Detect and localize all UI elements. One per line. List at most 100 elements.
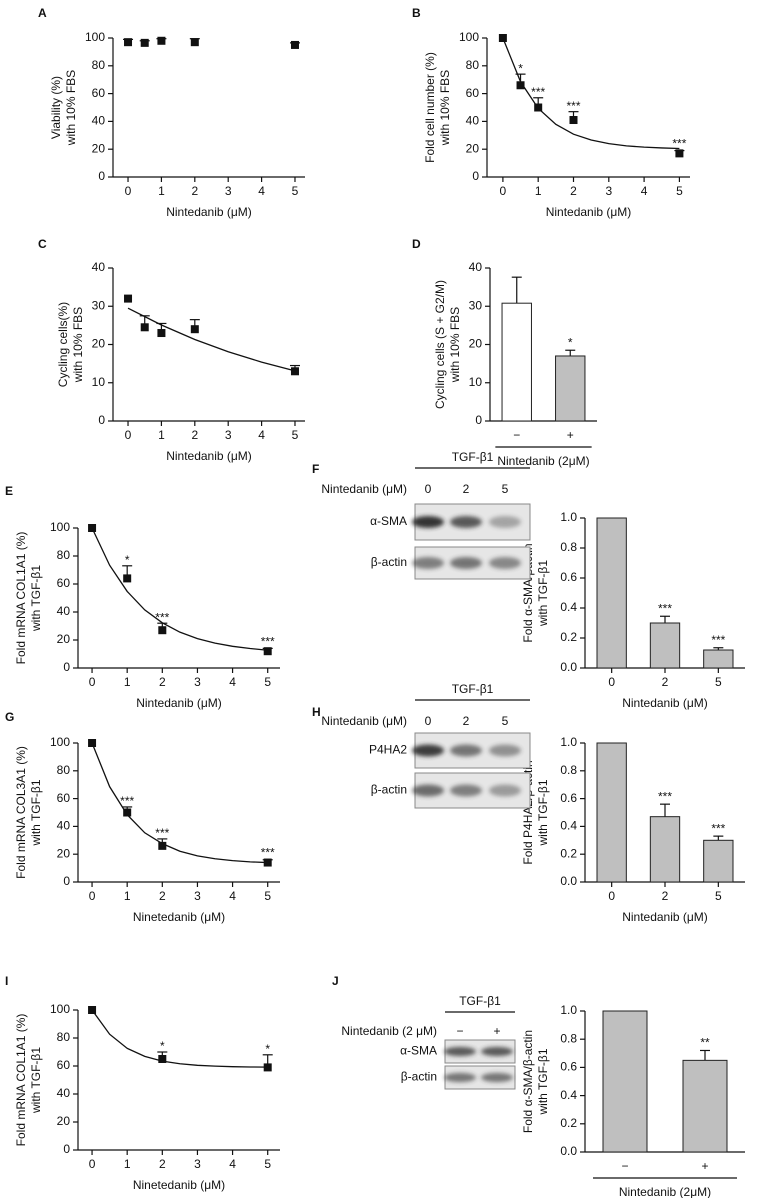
panel-label: J: [332, 974, 339, 988]
y-tick-label: 80: [57, 763, 71, 777]
x-tick-label: 5: [292, 184, 299, 198]
x-tick-label: 2: [159, 1157, 166, 1171]
y-tick-label: 0.4: [560, 600, 577, 614]
y-axis-label: Fold mRNA COL3A1 (%): [14, 746, 28, 879]
x-tick-label: 0: [500, 184, 507, 198]
x-axis-label: Ninetedanib (μM): [133, 910, 225, 924]
y-tick-label: 0: [98, 169, 105, 183]
y-axis-label: Fold α-SMA/β-actin: [521, 1030, 535, 1133]
y-tick-label: 20: [57, 1114, 71, 1128]
blot-band: [450, 784, 482, 797]
lane-label: −: [456, 1024, 463, 1038]
x-axis-label: Nintedanib (μM): [166, 449, 252, 463]
y-tick-label: 100: [459, 30, 479, 44]
significance: **: [700, 1036, 710, 1050]
y-tick-label: 100: [50, 1002, 70, 1016]
blot-band: [489, 744, 521, 757]
significance: *: [265, 1042, 270, 1056]
lane-label: 0: [425, 482, 432, 496]
bar: [596, 517, 627, 669]
data-point: [263, 858, 272, 867]
x-axis-label: Ninetedanib (μM): [133, 1178, 225, 1192]
y-axis-label: with TGF-β1: [29, 779, 43, 846]
y-tick-label: 40: [57, 604, 71, 618]
significance: ***: [711, 821, 725, 835]
y-tick-label: 0.8: [560, 540, 577, 554]
x-tick-label: +: [567, 428, 574, 442]
y-tick-label: 0: [63, 660, 70, 674]
x-tick-label: 4: [258, 428, 265, 442]
x-tick-label: 5: [264, 675, 271, 689]
x-tick-label: 3: [194, 889, 201, 903]
significance: ***: [155, 826, 169, 840]
y-tick-label: 0.0: [560, 660, 577, 674]
x-tick-label: 4: [229, 889, 236, 903]
blot-band: [412, 744, 444, 757]
data-point: [263, 1063, 272, 1072]
x-tick-label: 2: [662, 889, 669, 903]
x-axis-label: Nintedanib (2μM): [497, 454, 589, 468]
row-label: β-actin: [371, 555, 407, 569]
x-tick-label: 4: [258, 184, 265, 198]
y-tick-label: 0.0: [560, 1144, 577, 1158]
y-tick-label: 80: [466, 58, 480, 72]
blot-band: [412, 784, 444, 797]
data-point: [88, 524, 97, 532]
data-point: [123, 808, 132, 817]
y-axis-label: Cycling cells (S + G2/M): [433, 280, 447, 409]
blot-band: [412, 557, 444, 569]
blot-band: [489, 516, 521, 528]
significance: ***: [711, 633, 725, 647]
fit-curve: [127, 307, 296, 372]
y-tick-label: 100: [50, 735, 70, 749]
x-tick-label: 5: [264, 889, 271, 903]
x-tick-label: 5: [676, 184, 683, 198]
x-tick-label: 1: [124, 1157, 131, 1171]
significance: ***: [261, 634, 275, 648]
x-axis-label: Nintedanib (μM): [136, 696, 222, 710]
y-tick-label: 60: [57, 1058, 71, 1072]
significance: ***: [672, 137, 686, 151]
y-tick-label: 60: [92, 86, 106, 100]
y-axis-label: Viability (%): [49, 76, 63, 139]
significance: *: [518, 61, 523, 75]
data-point: [124, 38, 133, 47]
blot-band: [444, 1072, 476, 1083]
x-tick-label: 1: [158, 184, 165, 198]
x-tick-label: 2: [662, 675, 669, 689]
significance: ***: [155, 610, 169, 624]
blot-band: [412, 516, 444, 528]
data-point: [675, 149, 684, 158]
x-tick-label: 4: [641, 184, 648, 198]
lane-label: +: [493, 1024, 500, 1038]
y-tick-label: 80: [57, 1030, 71, 1044]
significance: *: [160, 1039, 165, 1053]
y-axis-label: with TGF-β1: [536, 779, 550, 846]
x-tick-label: 3: [605, 184, 612, 198]
y-tick-label: 20: [92, 141, 106, 155]
blot-title: TGF-β1: [452, 682, 494, 696]
bar: [649, 622, 681, 669]
fit-curve: [91, 1009, 268, 1068]
x-tick-label: 2: [570, 184, 577, 198]
data-point: [190, 325, 199, 334]
lane-label: 5: [502, 714, 509, 728]
data-point: [123, 574, 132, 583]
y-tick-label: 20: [92, 337, 106, 351]
panel-label: I: [5, 974, 8, 988]
y-tick-label: 0.6: [560, 570, 577, 584]
y-tick-label: 40: [57, 1086, 71, 1100]
x-tick-label: −: [621, 1159, 628, 1173]
row-label: α-SMA: [400, 1044, 437, 1058]
x-tick-label: 0: [608, 889, 615, 903]
blot-band: [444, 1046, 476, 1057]
significance: ***: [566, 99, 580, 113]
y-axis-label: with 10% FBS: [438, 70, 452, 146]
x-tick-label: 5: [715, 889, 722, 903]
y-tick-label: 20: [469, 337, 483, 351]
treatment-label: Nintedanib (2 μM): [341, 1024, 437, 1038]
y-tick-label: 20: [466, 141, 480, 155]
x-tick-label: 0: [89, 675, 96, 689]
x-tick-label: 2: [191, 184, 198, 198]
y-tick-label: 0.8: [560, 1031, 577, 1045]
